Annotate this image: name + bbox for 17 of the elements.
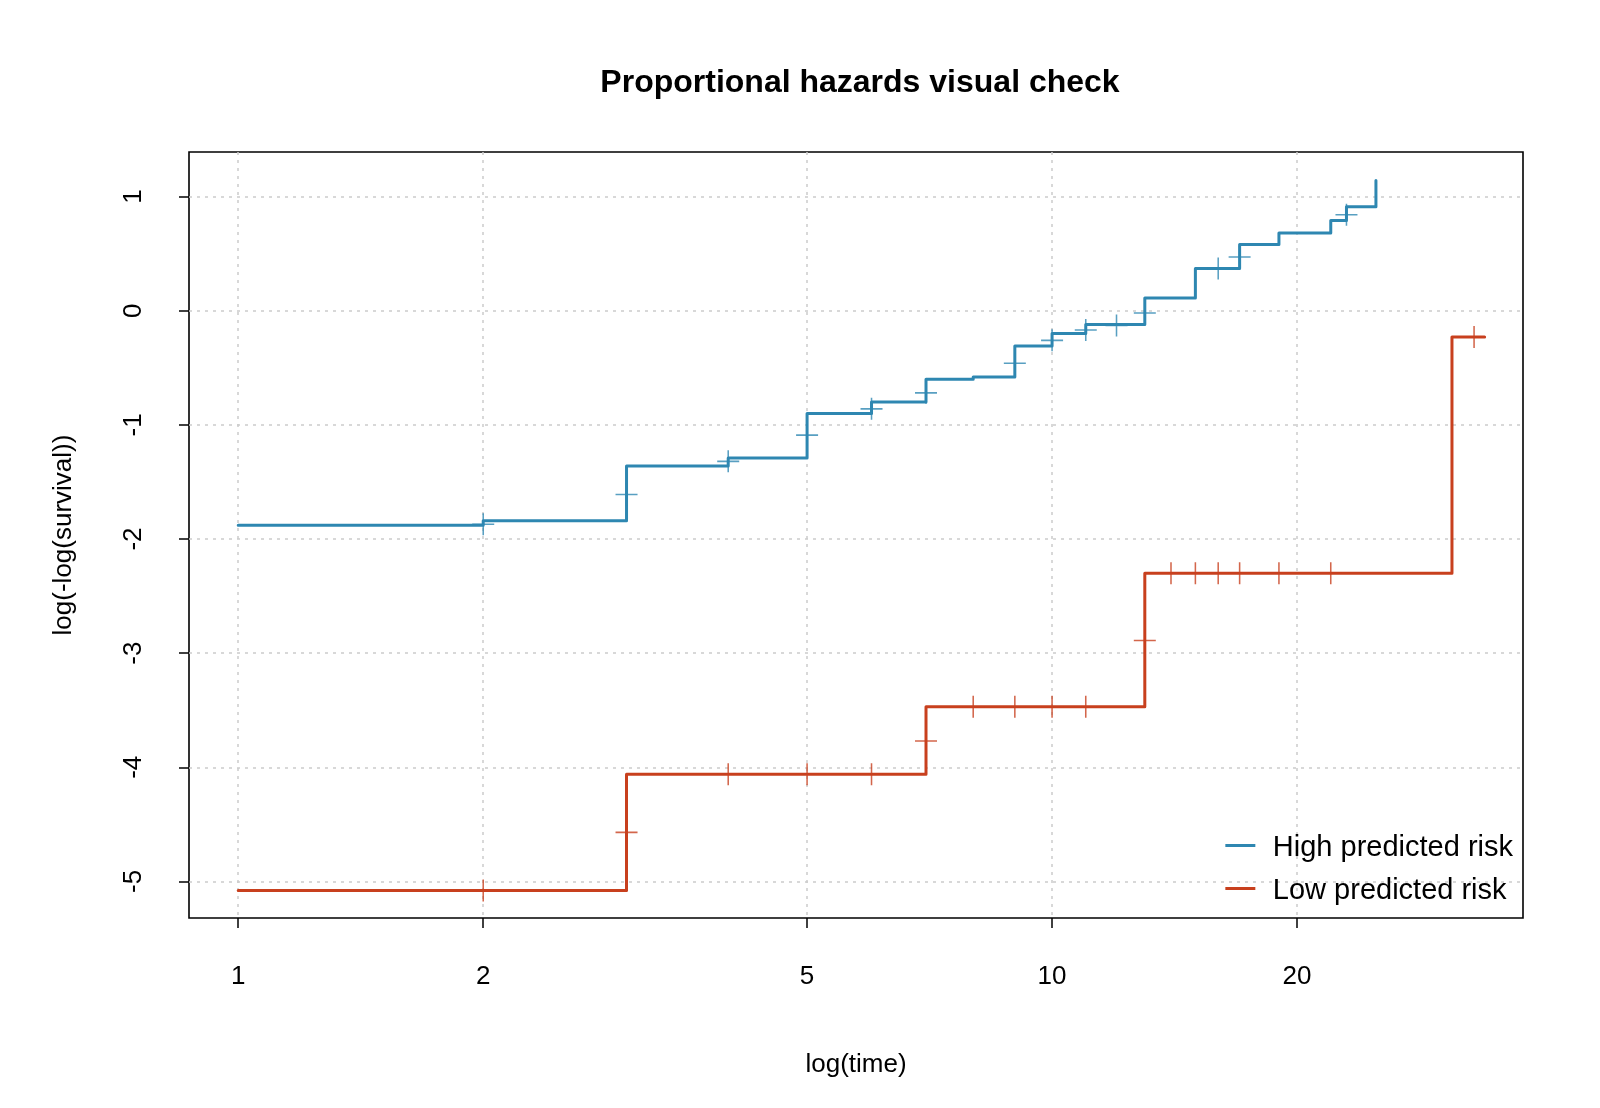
x-tick-label: 2 (475, 960, 491, 990)
y-tick-label: 1 (117, 189, 147, 204)
x-axis-title: log(time) (805, 1048, 907, 1078)
chart-title: Proportional hazards visual check (600, 63, 1120, 99)
y-tick-label: -3 (117, 641, 147, 665)
y-tick-label: -1 (117, 413, 147, 437)
y-axis-title: log(-log(survival)) (47, 434, 77, 636)
legend-label: Low predicted risk (1272, 872, 1508, 905)
y-tick-label: 0 (117, 303, 147, 318)
x-tick-label: 1 (230, 960, 246, 990)
legend-label: High predicted risk (1272, 829, 1514, 862)
y-tick-label: -5 (117, 869, 147, 894)
x-tick-label: 10 (1037, 960, 1067, 990)
x-tick-label: 20 (1282, 960, 1312, 990)
y-tick-label: -2 (117, 527, 147, 551)
x-tick-label: 5 (799, 960, 815, 990)
y-tick-label: -4 (117, 755, 147, 779)
